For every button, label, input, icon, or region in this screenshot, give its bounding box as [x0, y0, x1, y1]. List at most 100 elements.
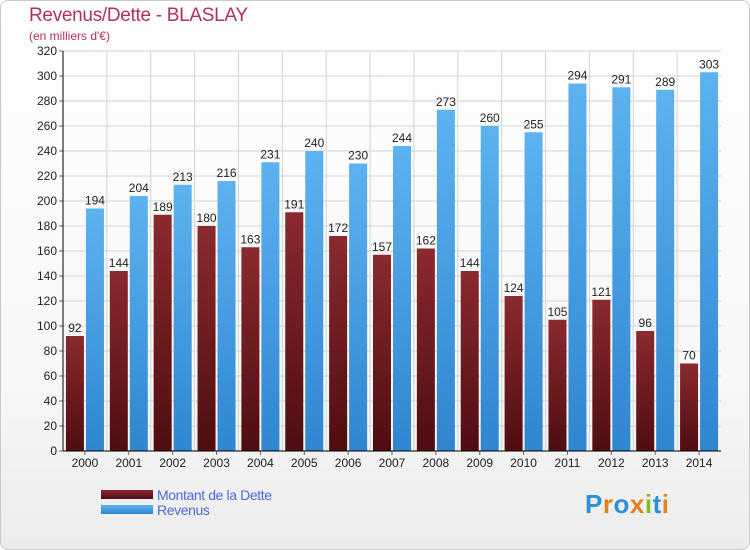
- data-label: 121: [591, 285, 611, 299]
- bar-revenus: [524, 132, 543, 451]
- y-tick-label: 40: [44, 394, 58, 408]
- bar-revenus: [612, 87, 631, 451]
- bar-dette: [197, 226, 216, 451]
- y-tick-label: 280: [37, 94, 57, 108]
- data-label: 260: [480, 111, 500, 125]
- data-label: 216: [217, 166, 237, 180]
- legend: Montant de la Dette Revenus: [101, 486, 272, 518]
- bar-dette: [416, 248, 435, 451]
- data-label: 291: [611, 72, 631, 86]
- y-tick-label: 240: [37, 144, 57, 158]
- bar-dette: [241, 247, 260, 451]
- data-label: 194: [85, 194, 105, 208]
- data-label: 213: [173, 170, 193, 184]
- legend-item-revenus: Revenus: [101, 502, 272, 518]
- bar-dette: [285, 212, 304, 451]
- bar-dette: [65, 336, 84, 451]
- x-tick-label: 2014: [686, 456, 713, 470]
- logo-letter: P: [585, 489, 603, 519]
- bar-dette: [680, 363, 699, 451]
- x-tick-label: 2005: [291, 456, 318, 470]
- y-tick-label: 80: [44, 344, 58, 358]
- data-label: 124: [504, 281, 524, 295]
- x-tick-label: 2011: [555, 456, 581, 470]
- logo-letter: r: [602, 489, 614, 519]
- logo-letter: x: [629, 489, 645, 519]
- legend-item-dette: Montant de la Dette: [101, 486, 272, 503]
- bar-dette: [460, 271, 479, 451]
- data-label: 105: [547, 305, 567, 319]
- y-tick-label: 160: [37, 244, 57, 258]
- data-label: 189: [153, 200, 173, 214]
- y-tick-label: 220: [37, 169, 57, 183]
- x-tick-label: 2003: [203, 456, 230, 470]
- bar-revenus: [85, 208, 104, 451]
- bar-dette: [504, 296, 523, 451]
- bar-revenus: [217, 181, 236, 451]
- x-tick-label: 2009: [466, 456, 493, 470]
- logo-letter: i: [661, 489, 670, 519]
- bar-revenus: [305, 151, 324, 451]
- data-label: 144: [460, 256, 480, 270]
- x-tick-label: 2006: [335, 456, 362, 470]
- bar-revenus: [700, 72, 719, 451]
- data-label: 240: [304, 136, 324, 150]
- bar-revenus: [349, 163, 368, 451]
- data-label: 92: [68, 321, 82, 335]
- logo-letter: t: [652, 489, 662, 519]
- data-label: 172: [328, 221, 348, 235]
- data-label: 230: [348, 149, 368, 163]
- x-tick-label: 2010: [510, 456, 537, 470]
- bar-revenus: [436, 109, 455, 451]
- bar-dette: [109, 271, 128, 451]
- chart-title: Revenus/Dette - BLASLAY: [29, 5, 248, 26]
- x-tick-label: 2001: [115, 456, 142, 470]
- y-tick-label: 120: [37, 294, 57, 308]
- y-tick-label: 20: [44, 419, 58, 433]
- bar-dette: [636, 331, 655, 451]
- bar-revenus: [393, 146, 411, 451]
- data-label: 303: [699, 57, 719, 71]
- x-tick-label: 2004: [247, 456, 274, 470]
- x-tick-label: 2000: [72, 456, 99, 470]
- data-label: 163: [240, 232, 260, 246]
- x-tick-label: 2012: [598, 456, 625, 470]
- logo-letter: i: [644, 489, 653, 519]
- chart-subtitle: (en milliers d'€): [29, 29, 110, 43]
- y-tick-label: 180: [37, 219, 57, 233]
- legend-swatch-revenus: [101, 505, 153, 514]
- bar-dette: [329, 236, 348, 451]
- data-label: 255: [524, 117, 544, 131]
- data-label: 294: [567, 69, 587, 83]
- data-label: 157: [372, 240, 392, 254]
- y-tick-label: 300: [37, 69, 57, 83]
- data-label: 273: [436, 95, 456, 109]
- x-tick-label: 2013: [642, 456, 669, 470]
- bar-revenus: [173, 184, 192, 451]
- y-tick-label: 60: [44, 369, 58, 383]
- y-tick-label: 140: [37, 269, 57, 283]
- bar-dette: [373, 254, 391, 451]
- bar-revenus: [656, 89, 675, 451]
- legend-label-dette: Montant de la Dette: [157, 486, 272, 503]
- data-label: 191: [284, 197, 304, 211]
- bar-revenus: [568, 83, 587, 451]
- bar-dette: [153, 214, 172, 451]
- x-tick-label: 2002: [159, 456, 186, 470]
- data-label: 144: [109, 256, 129, 270]
- data-label: 162: [416, 234, 436, 248]
- data-label: 231: [260, 147, 280, 161]
- proxiti-logo: Proxiti: [585, 489, 669, 520]
- y-tick-label: 200: [37, 194, 57, 208]
- data-label: 244: [392, 131, 412, 145]
- x-tick-label: 2007: [379, 456, 406, 470]
- logo-letter: o: [613, 489, 630, 519]
- data-label: 289: [655, 75, 675, 89]
- bar-revenus: [261, 162, 280, 451]
- y-tick-label: 100: [37, 319, 57, 333]
- data-label: 96: [639, 316, 653, 330]
- legend-swatch-dette: [101, 490, 153, 499]
- bar-revenus: [480, 126, 499, 451]
- bar-revenus: [129, 196, 148, 451]
